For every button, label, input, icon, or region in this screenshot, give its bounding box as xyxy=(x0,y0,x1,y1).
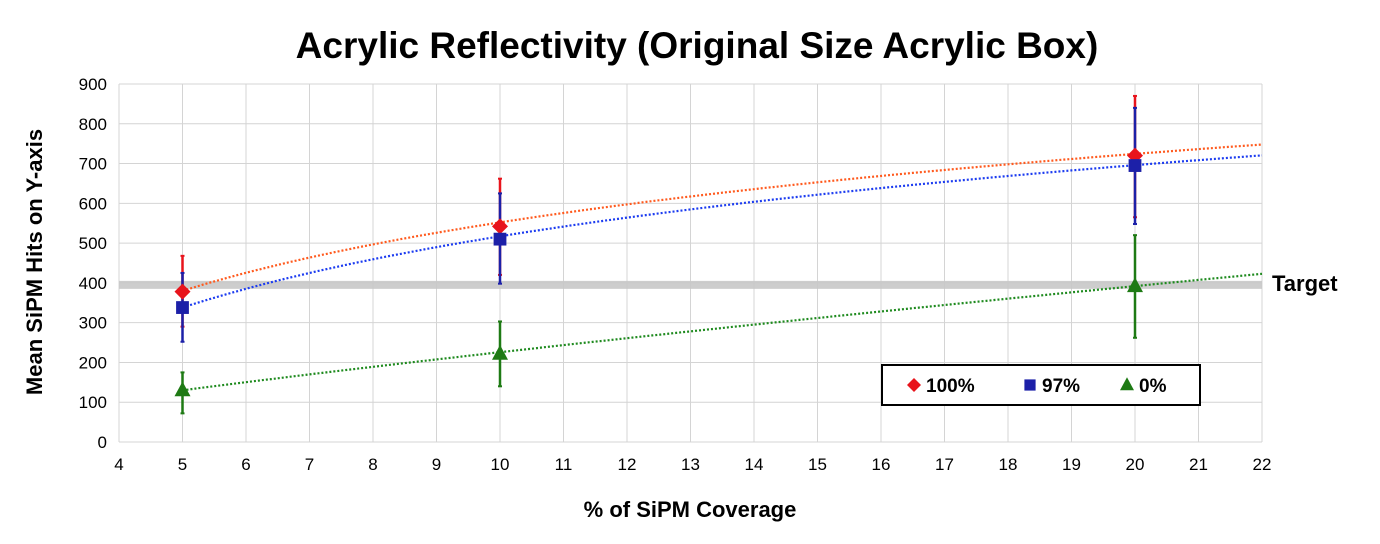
x-tick-label: 21 xyxy=(1189,455,1208,474)
data-point-97% xyxy=(176,301,189,314)
x-tick-label: 16 xyxy=(872,455,891,474)
y-tick-label: 400 xyxy=(79,274,107,293)
x-tick-label: 4 xyxy=(114,455,123,474)
data-point-0% xyxy=(492,344,508,360)
legend-label-0%: 0% xyxy=(1139,376,1167,397)
legend-box xyxy=(881,364,1201,406)
x-tick-label: 5 xyxy=(178,455,187,474)
trendline-100% xyxy=(182,143,1263,292)
y-tick-label: 800 xyxy=(79,115,107,134)
x-tick-label: 9 xyxy=(432,455,441,474)
chart-title: Acrylic Reflectivity (Original Size Acry… xyxy=(296,25,1099,66)
x-tick-label: 12 xyxy=(618,455,637,474)
data-point-0% xyxy=(174,381,191,397)
x-tick-label: 8 xyxy=(368,455,377,474)
x-tick-label: 6 xyxy=(241,455,250,474)
x-tick-label: 18 xyxy=(999,455,1018,474)
data-point-97% xyxy=(1128,159,1142,172)
legend: 100% 97% 0% xyxy=(881,364,1201,406)
legend-marker-0% xyxy=(1120,377,1134,391)
y-tick-label: 200 xyxy=(79,353,107,372)
data-point-100% xyxy=(492,218,508,235)
plot-area: 4 5 6 7 8 9 10 11 12 13 14 15 16 17 18 19 20 21 22 0 100 200 3… xyxy=(79,75,1272,474)
x-tick-label: 22 xyxy=(1253,455,1272,474)
y-tick-label: 300 xyxy=(79,314,107,333)
data-point-97% xyxy=(493,232,507,246)
y-tick-label: 500 xyxy=(79,234,107,253)
data-point-0% xyxy=(1127,277,1143,293)
legend-marker-100% xyxy=(907,378,921,392)
y-tick-label: 100 xyxy=(79,393,107,412)
trendline-0% xyxy=(182,272,1263,392)
x-tick-label: 14 xyxy=(745,455,764,474)
x-tick-label: 20 xyxy=(1126,455,1145,474)
x-tick-label: 10 xyxy=(491,455,510,474)
data-point-100% xyxy=(174,283,191,300)
y-tick-label: 0 xyxy=(98,433,107,452)
x-tick-label: 19 xyxy=(1062,455,1081,474)
legend-label-97%: 97% xyxy=(1042,376,1080,397)
y-axis-title: Mean SiPM Hits on Y-axis xyxy=(22,129,47,395)
trendline-97% xyxy=(182,154,1263,309)
y-tick-label: 600 xyxy=(79,194,107,213)
x-axis-title: % of SiPM Coverage xyxy=(584,497,797,522)
legend-label-100%: 100% xyxy=(926,376,975,397)
x-tick-label: 7 xyxy=(305,455,314,474)
x-tick-label: 13 xyxy=(681,455,700,474)
y-tick-label: 900 xyxy=(79,75,107,94)
x-tick-label: 15 xyxy=(808,455,827,474)
target-label: Target xyxy=(1272,271,1338,296)
y-tick-label: 700 xyxy=(79,155,107,174)
legend-marker-97% xyxy=(1024,379,1036,391)
x-tick-label: 11 xyxy=(555,455,573,474)
x-tick-label: 17 xyxy=(935,455,954,474)
